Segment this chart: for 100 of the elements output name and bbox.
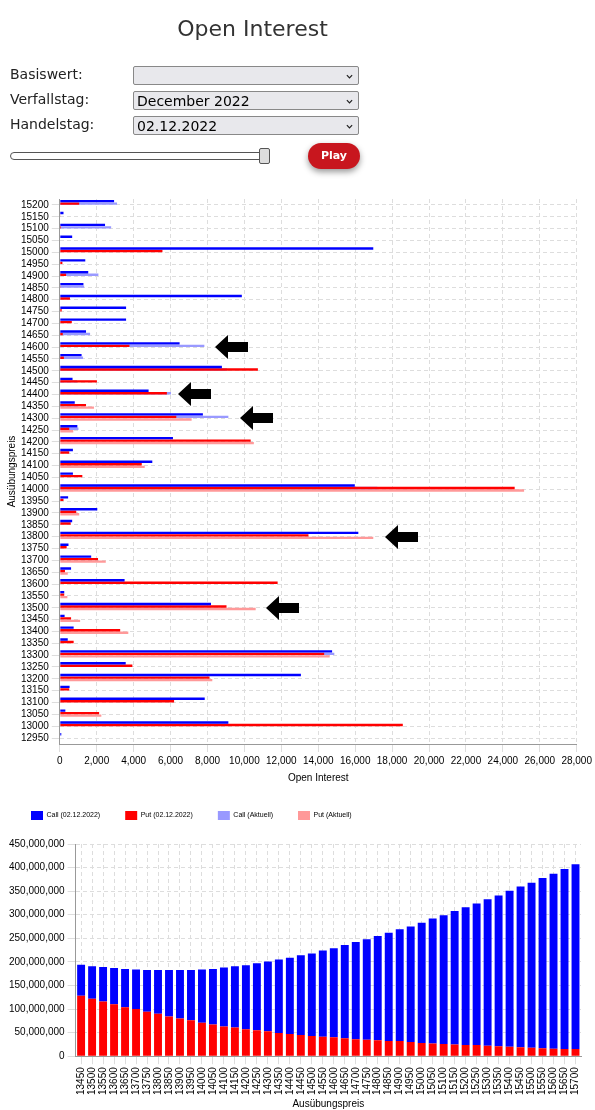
y-tick-label: 14500 (21, 364, 50, 376)
x-tick-label: 14600 (327, 1066, 339, 1095)
x-tick-label: 14150 (228, 1066, 240, 1095)
y-tick-label: 15100 (21, 222, 50, 234)
y-tick-label: 13450 (21, 613, 50, 625)
y-tick-label: 14850 (21, 281, 50, 293)
y-tick-label: 14700 (21, 317, 50, 329)
x-tick-label: 14850 (382, 1066, 394, 1095)
x-tick-label: 15300 (481, 1066, 493, 1095)
x-tick-label: 14000 (195, 1066, 207, 1095)
x-tick-label: 15600 (547, 1066, 559, 1095)
x-tick-label: 14100 (217, 1066, 229, 1095)
x-tick-label: 14550 (316, 1066, 328, 1095)
y-tick-label: 13550 (21, 589, 50, 601)
x-tick-label: 26,000 (524, 754, 556, 766)
x-tick-label: 2,000 (84, 754, 110, 766)
y-tick-label: 13600 (21, 577, 50, 589)
y-tick-label: 450,000,000 (8, 837, 66, 849)
y-tick-label: 15200 (21, 198, 50, 210)
x-tick-label: 15200 (459, 1066, 471, 1095)
x-tick-label: 14700 (349, 1066, 361, 1095)
y-tick-label: 14900 (21, 269, 50, 281)
x-tick-label: 14800 (371, 1066, 383, 1095)
x-tick-label: 13750 (140, 1066, 152, 1095)
x-axis-title: Open Interest (287, 771, 349, 783)
y-tick-label: 13050 (21, 708, 50, 720)
text: Verfallstag: (10, 91, 90, 107)
x-tick-label: 6,000 (158, 754, 184, 766)
x-tick-label: 15150 (448, 1066, 460, 1095)
y-tick-label: 13100 (21, 696, 50, 708)
text: Basiswert: (10, 66, 83, 82)
y-tick-label: 13150 (21, 684, 50, 696)
x-tick-label: 14500 (305, 1066, 317, 1095)
y-tick-label: 50,000,000 (14, 1026, 66, 1038)
y-tick-label: 14800 (21, 293, 50, 305)
y-tick-label: 150,000,000 (8, 979, 66, 991)
y-tick-label: 14300 (21, 411, 50, 423)
y-tick-label: 14750 (21, 305, 50, 317)
x-tick-label: 8,000 (194, 754, 221, 766)
y-tick-label: 13250 (21, 660, 50, 672)
x-tick-label: 15650 (558, 1066, 570, 1095)
x-tick-label: 14300 (261, 1066, 273, 1095)
y-tick-label: 14950 (21, 257, 50, 269)
text: December 2022 (133, 91, 359, 110)
y-tick-label: 13700 (21, 554, 50, 566)
x-tick-label: 4,000 (121, 754, 147, 766)
x-tick-label: 13650 (118, 1066, 130, 1095)
y-tick-label: 14600 (21, 340, 50, 352)
x-tick-label: 15550 (536, 1066, 548, 1095)
text: 02.12.2022 (133, 116, 359, 135)
x-tick-label: 14900 (393, 1066, 405, 1095)
y-tick-label: 13200 (21, 672, 50, 684)
x-tick-label: 14750 (360, 1066, 372, 1095)
y-tick-label: 13950 (21, 494, 50, 506)
text: Play (308, 143, 360, 169)
x-tick-label: 12,000 (266, 754, 298, 766)
x-tick-label: 15350 (492, 1066, 504, 1095)
y-tick-label: 13300 (21, 648, 50, 660)
x-tick-label: 14350 (272, 1066, 284, 1095)
x-tick-label: 15100 (437, 1066, 449, 1095)
x-tick-label: 10,000 (229, 754, 261, 766)
x-tick-label: 22,000 (450, 754, 482, 766)
x-tick-label: 14050 (206, 1066, 218, 1095)
y-tick-label: 14450 (21, 376, 50, 388)
y-tick-label: 14100 (21, 459, 50, 471)
x-tick-label: 13600 (107, 1066, 119, 1095)
x-tick-label: 13500 (85, 1066, 97, 1095)
y-tick-label: 15150 (21, 210, 50, 222)
y-tick-label: 250,000,000 (8, 932, 66, 944)
x-tick-label: 15400 (503, 1066, 515, 1095)
y-tick-label: 13900 (21, 506, 50, 518)
y-tick-label: 400,000,000 (8, 861, 66, 873)
text: Handelstag: (10, 116, 95, 132)
y-tick-label: 14650 (21, 329, 50, 340)
x-tick-label: 14200 (239, 1066, 251, 1095)
x-axis-title: Ausübungspreis (292, 1097, 365, 1109)
y-tick-label: 15050 (21, 234, 50, 246)
x-tick-label: 14,000 (302, 754, 334, 766)
y-tick-label: 100,000,000 (8, 1002, 66, 1014)
x-tick-label: 13850 (162, 1066, 174, 1095)
y-tick-label: 14150 (21, 447, 50, 459)
x-tick-label: 15000 (415, 1066, 427, 1095)
y-tick-label: 15000 (21, 246, 50, 258)
y-tick-label: 13350 (21, 637, 50, 649)
y-tick-label: 13500 (21, 601, 50, 613)
y-tick-label: 200,000,000 (8, 955, 66, 967)
x-tick-label: 24,000 (487, 754, 519, 766)
y-tick-label: 14550 (21, 352, 50, 364)
y-tick-label: 14400 (21, 388, 50, 400)
x-tick-label: 13550 (96, 1066, 108, 1095)
x-tick-label: 20,000 (413, 754, 445, 766)
x-tick-label: 28,000 (561, 754, 593, 766)
y-tick-label: 300,000,000 (8, 908, 66, 920)
y-tick-label: 13750 (21, 542, 50, 554)
x-tick-label: 16,000 (339, 754, 371, 766)
x-tick-label: 15250 (470, 1066, 482, 1095)
y-tick-label: 13000 (21, 719, 50, 731)
x-tick-label: 18,000 (376, 754, 408, 766)
y-tick-label: 0 (59, 1049, 66, 1061)
x-tick-label: 14250 (250, 1066, 262, 1095)
